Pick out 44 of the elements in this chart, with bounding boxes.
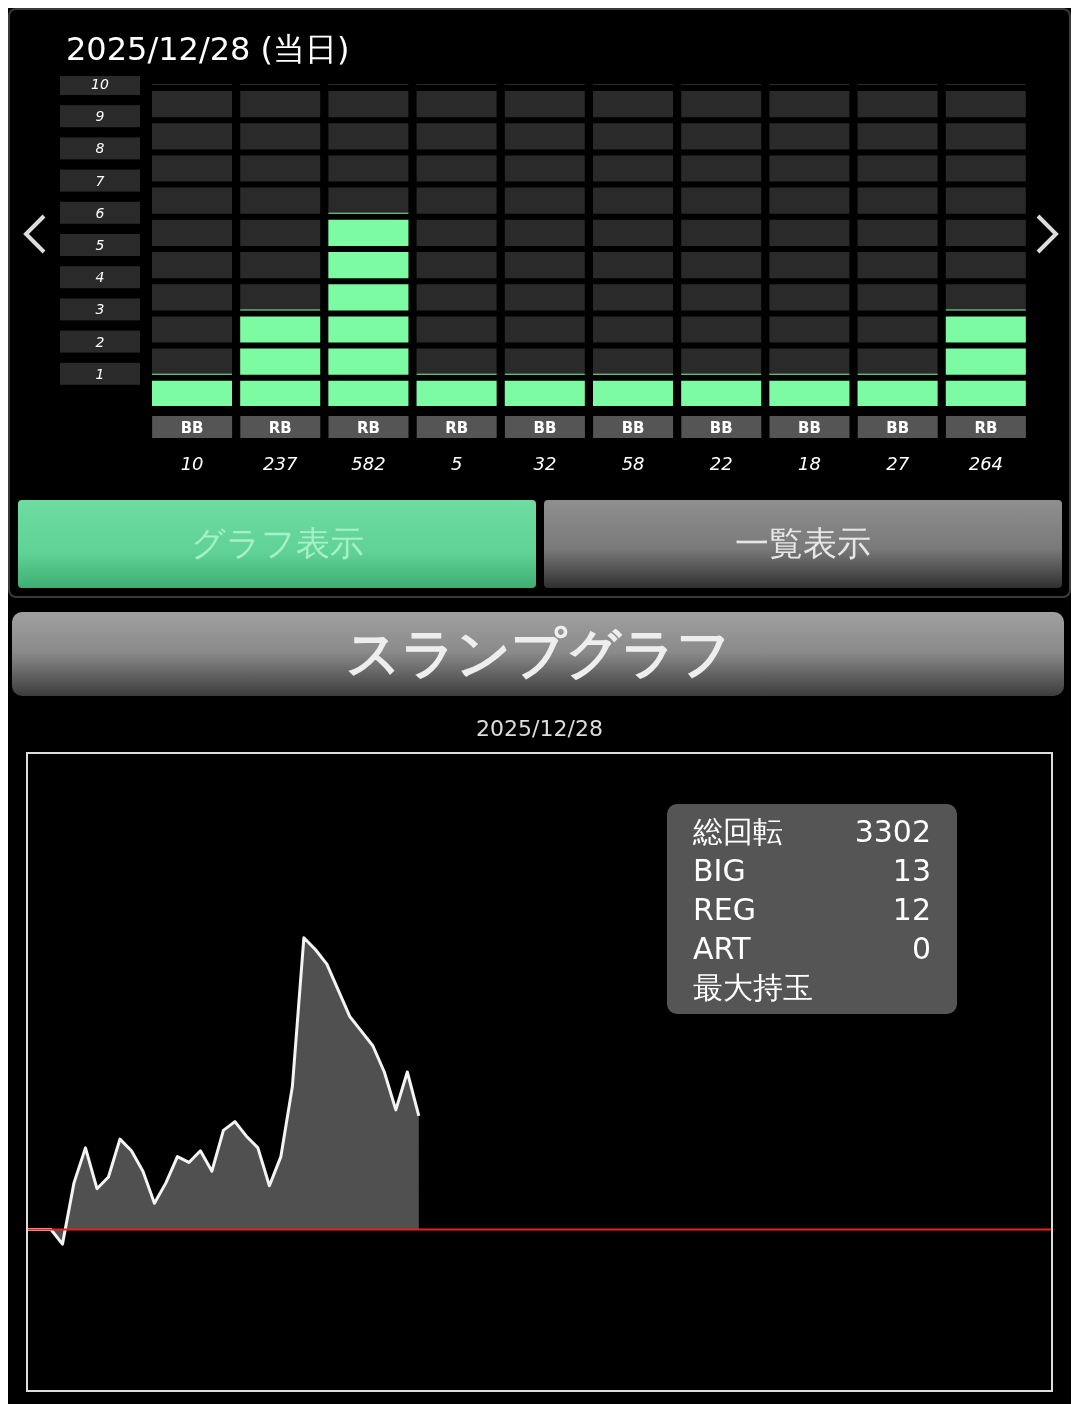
text: REG bbox=[693, 891, 757, 929]
chart-subtitle: 2025/12/28 bbox=[475, 716, 604, 741]
x-tick-label: 22 bbox=[709, 453, 733, 474]
text: RB bbox=[974, 419, 998, 437]
annotation: ART bbox=[693, 930, 751, 968]
annotation: 0 bbox=[911, 930, 931, 968]
y-tick-label: 3 bbox=[95, 301, 105, 318]
text: RB bbox=[268, 419, 292, 437]
text: 13 bbox=[892, 852, 931, 890]
x-tick-label: 582 bbox=[351, 453, 386, 474]
x-tick-label: 18 bbox=[798, 453, 821, 474]
x-tick-label: 5 bbox=[450, 453, 463, 474]
x-tick-label: 32 bbox=[533, 453, 557, 474]
y-tick-label: 8 bbox=[95, 140, 105, 157]
text: BB bbox=[798, 419, 821, 437]
annotation: 最大持玉 bbox=[693, 969, 813, 1007]
x-tick-label: 58 bbox=[621, 453, 645, 474]
text: BB bbox=[709, 419, 733, 437]
y-tick-label: 4 bbox=[95, 269, 105, 286]
x-tick-label: 10 bbox=[180, 453, 204, 474]
text: RB bbox=[357, 419, 380, 437]
x-tick-label: 27 bbox=[886, 453, 910, 474]
x-tick-label: 237 bbox=[263, 453, 299, 474]
text: RB bbox=[445, 419, 469, 437]
y-tick-label: 7 bbox=[95, 172, 105, 189]
y-tick-label: 2 bbox=[95, 333, 105, 350]
text: 総回転 bbox=[693, 813, 783, 851]
y-tick-label: 9 bbox=[95, 108, 105, 125]
chart-title: 2025/12/28 (当日) bbox=[66, 29, 350, 70]
text: BB bbox=[621, 419, 645, 437]
x-tick-label: 264 bbox=[968, 453, 1004, 474]
text: 3302 bbox=[854, 813, 931, 851]
y-tick-label: 5 bbox=[95, 237, 105, 253]
text: 12 bbox=[892, 891, 931, 929]
tab-button: グラフ表示 bbox=[18, 500, 536, 588]
tab-button: 一覧表示 bbox=[544, 500, 1062, 588]
text: BB bbox=[886, 419, 910, 437]
text: BIG bbox=[693, 852, 746, 890]
chart-title: スランプグラフ bbox=[12, 612, 1064, 696]
y-tick-label: 10 bbox=[91, 76, 109, 92]
y-tick-label: 6 bbox=[95, 204, 105, 221]
y-tick-label: 1 bbox=[95, 365, 105, 382]
text: BB bbox=[180, 419, 204, 437]
text: BB bbox=[533, 419, 557, 437]
